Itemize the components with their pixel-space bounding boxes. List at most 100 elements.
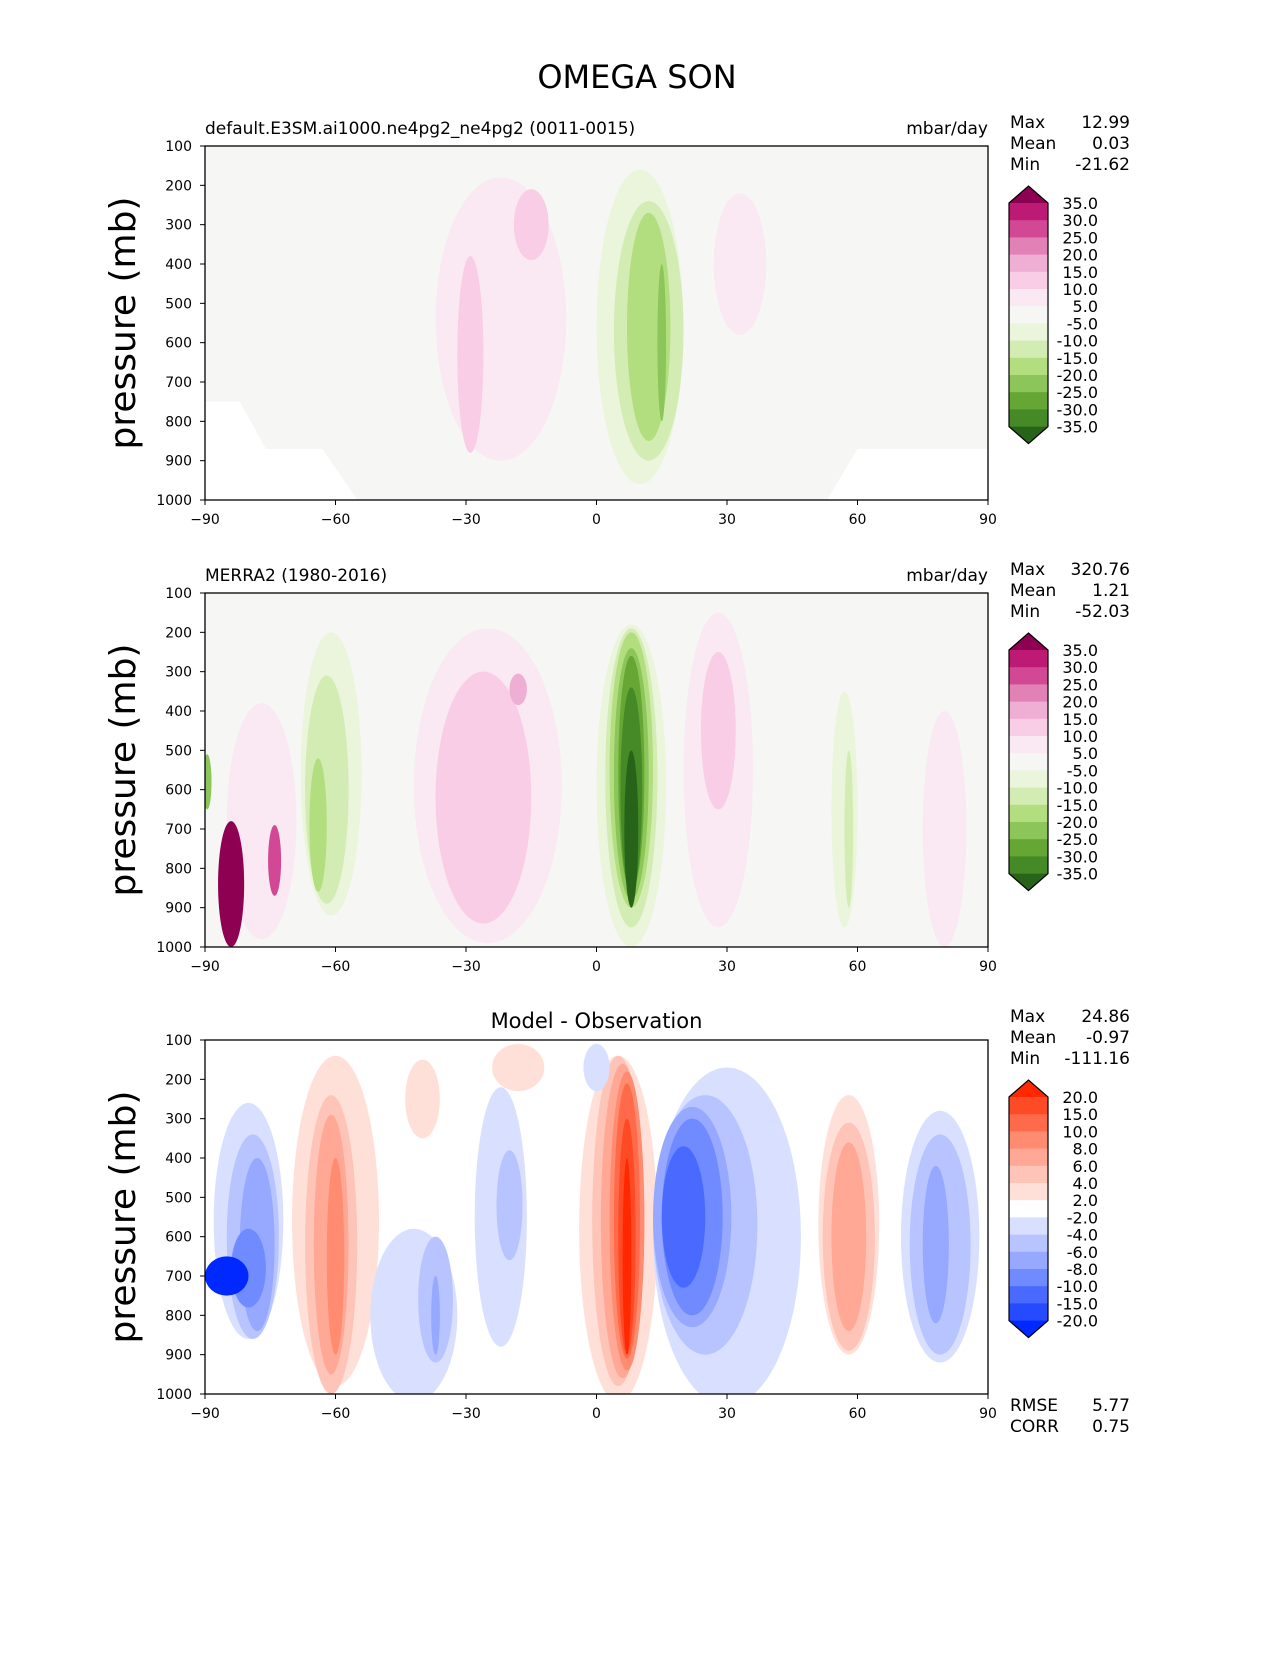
metric-label: CORR [1010, 1417, 1059, 1437]
contour-region [309, 758, 327, 892]
y-axis-label: pressure (mb) [103, 644, 144, 897]
contour-region [622, 1158, 632, 1355]
contour-region [268, 825, 282, 896]
colorbar-label: 30.0 [1062, 658, 1098, 677]
colorbar-label: -5.0 [1067, 761, 1098, 780]
y-tick-label: 400 [165, 1151, 192, 1167]
contour-region [922, 711, 967, 947]
colorbar-extend-bottom [1009, 426, 1048, 444]
stat-value: 24.86 [1081, 1007, 1130, 1027]
contour-region [205, 754, 212, 810]
colorbar-label: 25.0 [1062, 228, 1098, 247]
colorbar-segment [1009, 1148, 1048, 1167]
colorbar-label: 20.0 [1062, 1088, 1098, 1107]
colorbar-label: 15.0 [1062, 1105, 1098, 1124]
colorbar-label: -25.0 [1057, 830, 1098, 849]
colorbar-extend-bottom [1009, 1320, 1048, 1338]
y-tick-label: 400 [165, 257, 192, 273]
panel-units: mbar/day [906, 566, 988, 586]
colorbar-segment [1009, 1303, 1048, 1322]
contour-region [624, 750, 639, 908]
colorbar-label: -8.0 [1067, 1260, 1098, 1279]
x-tick-label: 30 [718, 1406, 736, 1422]
stat-label: Max [1010, 113, 1045, 133]
x-tick-label: −60 [321, 512, 351, 528]
y-tick-label: 100 [165, 586, 192, 602]
stat-label: Min [1010, 155, 1040, 175]
x-tick-label: −90 [190, 512, 220, 528]
colorbar-label: -15.0 [1057, 349, 1098, 368]
missing-data-mask [205, 401, 358, 500]
y-tick-label: 1000 [156, 940, 192, 956]
colorbar-segment [1009, 357, 1048, 376]
y-tick-label: 300 [165, 665, 192, 681]
x-tick-label: 60 [849, 512, 867, 528]
colorbar-label: 8.0 [1073, 1140, 1098, 1159]
colorbar-segment [1009, 340, 1048, 359]
colorbar-segment [1009, 770, 1048, 789]
colorbar-extend-bottom [1009, 873, 1048, 891]
colorbar-label: -10.0 [1057, 779, 1098, 798]
colorbar-segment [1009, 684, 1048, 703]
colorbar-label: 5.0 [1073, 297, 1098, 316]
x-tick-label: −90 [190, 959, 220, 975]
colorbar-label: -15.0 [1057, 796, 1098, 815]
stat-label: Min [1010, 602, 1040, 622]
colorbar-label: -15.0 [1057, 1294, 1098, 1313]
panel-2: −90 −60 −30 0 30 60 90 100 200 300 400 500 600 700 800… [103, 560, 1130, 975]
y-tick-label: 200 [165, 625, 192, 641]
colorbar-label: -4.0 [1067, 1226, 1098, 1245]
y-tick-label: 600 [165, 1230, 192, 1246]
metric-label: RMSE [1010, 1396, 1058, 1416]
colorbar-segment [1009, 1183, 1048, 1201]
y-tick-label: 300 [165, 218, 192, 234]
stat-value: -52.03 [1075, 602, 1130, 622]
plot-area [205, 1040, 988, 1394]
stat-value: -111.16 [1064, 1049, 1130, 1069]
x-tick-label: 0 [592, 959, 601, 975]
colorbar-segment [1009, 804, 1048, 823]
y-tick-label: 500 [165, 1190, 192, 1206]
contour-region [496, 1150, 523, 1261]
contour-region [713, 193, 767, 335]
colorbar-label: 4.0 [1073, 1174, 1098, 1193]
stat-value: 0.03 [1092, 134, 1130, 154]
colorbar-label: 2.0 [1073, 1191, 1098, 1210]
y-axis-label: pressure (mb) [103, 1091, 144, 1344]
y-tick-label: 700 [165, 1269, 192, 1285]
stat-label: Max [1010, 1007, 1045, 1027]
colorbar-segment [1009, 1217, 1048, 1236]
x-tick-label: −30 [451, 959, 481, 975]
x-tick-label: −90 [190, 1406, 220, 1422]
colorbar-segment [1009, 701, 1048, 720]
y-tick-label: 200 [165, 1072, 192, 1088]
colorbar-label: -2.0 [1067, 1208, 1098, 1227]
y-tick-label: 500 [165, 743, 192, 759]
colorbar-segment [1009, 409, 1048, 428]
x-tick-label: 60 [849, 959, 867, 975]
colorbar-label: 10.0 [1062, 1122, 1098, 1141]
y-tick-label: 800 [165, 414, 192, 430]
contour-region [831, 691, 858, 928]
panel-3: −90 −60 −30 0 30 60 90 100 200 300 400 500 600 700 800… [103, 1007, 1130, 1437]
x-tick-label: −60 [321, 959, 351, 975]
x-tick-label: 60 [849, 1406, 867, 1422]
colorbar-segment [1009, 1097, 1048, 1115]
metric-value: 0.75 [1092, 1417, 1130, 1437]
colorbar-label: -5.0 [1067, 314, 1098, 333]
contour-region [657, 264, 667, 422]
colorbar-extend-top [1009, 186, 1048, 203]
contour-region [844, 750, 854, 908]
y-tick-label: 900 [165, 901, 192, 917]
stat-value: 12.99 [1081, 113, 1130, 133]
y-tick-label: 800 [165, 1308, 192, 1324]
contour-region [513, 189, 549, 261]
colorbar-segment [1009, 306, 1048, 324]
colorbar-label: -10.0 [1057, 332, 1098, 351]
colorbar-label: -35.0 [1057, 418, 1098, 437]
y-tick-label: 200 [165, 178, 192, 194]
y-tick-label: 900 [165, 1348, 192, 1364]
contour-region [205, 1256, 249, 1296]
colorbar-segment [1009, 1251, 1048, 1270]
